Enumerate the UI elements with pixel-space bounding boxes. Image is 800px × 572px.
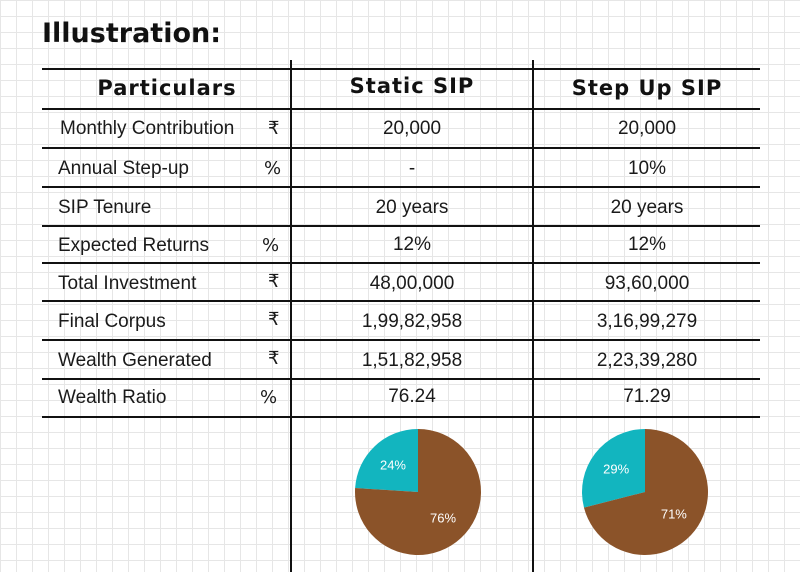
stepup-value: 3,16,99,279 <box>596 311 698 332</box>
row-divider <box>42 339 760 341</box>
row-label: Monthly Contribution <box>60 118 235 139</box>
stepup-value: 10% <box>627 158 667 179</box>
pie-slice <box>355 429 418 492</box>
row-divider <box>42 300 760 302</box>
pie-slice <box>582 429 645 508</box>
row-divider <box>42 186 760 188</box>
row-label: Expected Returns <box>58 235 210 256</box>
row-label: Wealth Ratio <box>58 387 167 408</box>
stepup-value: 20 years <box>610 197 684 218</box>
static-value: 1,51,82,958 <box>361 350 463 371</box>
pie-slice <box>583 429 708 555</box>
stepup-value: 71.29 <box>623 386 671 407</box>
row-label: Final Corpus <box>58 311 166 332</box>
static-value: - <box>408 158 416 179</box>
pie-slice-label: 24% <box>380 457 406 472</box>
pie-slice-label: 71% <box>661 506 687 521</box>
stepup-value: 93,60,000 <box>604 273 690 294</box>
pie-slice-label: 29% <box>603 462 629 477</box>
header-static-sip: Static SIP <box>349 74 475 98</box>
row-label: Annual Step-up <box>58 158 189 179</box>
static-value: 1,99,82,958 <box>361 311 463 332</box>
static-value: 20 years <box>375 197 449 218</box>
rupee-icon: ₹ <box>268 271 280 292</box>
row-divider <box>42 378 760 380</box>
row-divider <box>42 147 760 149</box>
table-top-border <box>42 68 760 70</box>
page-title: Illustration: <box>42 18 222 49</box>
stepup-value: 12% <box>627 234 667 255</box>
percent-icon: % <box>262 235 280 256</box>
rupee-icon: ₹ <box>268 309 280 330</box>
row-label: Total Investment <box>58 273 197 294</box>
static-value: 48,00,000 <box>369 273 455 294</box>
row-label: SIP Tenure <box>58 197 152 218</box>
static-sip-pie-chart: 24% 76% <box>355 429 481 555</box>
percent-icon: % <box>264 158 282 179</box>
column-divider <box>532 60 534 572</box>
pie-slice <box>355 429 481 555</box>
column-divider <box>290 60 292 572</box>
rupee-icon: ₹ <box>268 118 280 139</box>
percent-icon: % <box>260 387 278 408</box>
static-value: 76.24 <box>388 386 436 407</box>
row-divider <box>42 262 760 264</box>
row-divider <box>42 225 760 227</box>
header-step-up-sip: Step Up SIP <box>571 76 723 100</box>
stepup-value: 2,23,39,280 <box>596 350 698 371</box>
table-header-border <box>42 108 760 110</box>
rupee-icon: ₹ <box>268 348 280 369</box>
pie-slice-label: 76% <box>430 511 456 526</box>
table-bottom-border <box>42 416 760 418</box>
step-up-sip-pie-chart: 29% 71% <box>582 429 708 555</box>
row-label: Wealth Generated <box>58 350 212 371</box>
stepup-value: 20,000 <box>617 118 677 139</box>
static-value: 12% <box>392 234 432 255</box>
static-value: 20,000 <box>382 118 442 139</box>
header-particulars: Particulars <box>97 76 237 100</box>
